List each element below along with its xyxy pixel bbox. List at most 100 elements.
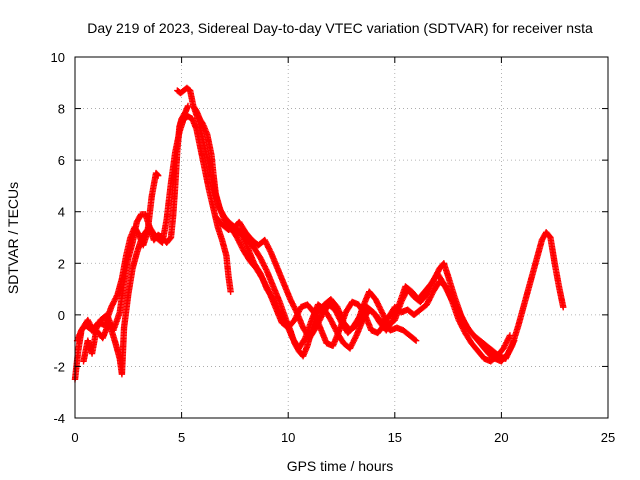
- data-point: [315, 318, 322, 326]
- data-point: [327, 316, 335, 324]
- x-tick-label: 10: [281, 430, 295, 445]
- data-point: [328, 318, 335, 325]
- data-point: [380, 311, 387, 319]
- data-point: [426, 295, 433, 303]
- data-point: [508, 341, 516, 349]
- data-point: [262, 239, 270, 247]
- data-point: [501, 343, 508, 351]
- data-point: [560, 303, 567, 311]
- data-point: [503, 339, 510, 346]
- data-point: [261, 263, 268, 270]
- data-point: [263, 241, 271, 248]
- data-point: [235, 237, 242, 244]
- data-point: [88, 323, 95, 331]
- data-point: [265, 244, 272, 251]
- data-point: [506, 347, 513, 354]
- data-point: [443, 286, 450, 293]
- data-point: [349, 339, 357, 346]
- y-axis-label: SDTVAR / TECUs: [5, 182, 21, 294]
- data-point: [506, 333, 513, 341]
- data-point: [236, 240, 244, 247]
- data-point: [257, 256, 265, 263]
- data-point: [505, 335, 512, 342]
- data-point: [329, 321, 337, 328]
- data-point: [113, 293, 120, 301]
- data-point: [454, 305, 461, 312]
- data-point: [427, 292, 435, 300]
- data-point: [459, 325, 467, 332]
- data-point: [442, 283, 449, 290]
- data-point: [331, 306, 339, 313]
- data-point: [234, 235, 241, 243]
- data-point: [346, 345, 354, 352]
- data-point: [291, 316, 298, 324]
- data-points: [71, 84, 567, 383]
- data-point: [334, 312, 342, 319]
- data-point: [273, 303, 281, 310]
- plot-frame: [74, 56, 609, 419]
- data-point: [458, 313, 465, 321]
- data-point: [440, 280, 448, 288]
- data-point: [233, 234, 241, 241]
- data-point: [333, 309, 340, 316]
- data-point: [379, 310, 386, 317]
- data-point: [334, 310, 341, 318]
- data-point: [425, 298, 432, 305]
- data-point: [331, 323, 338, 331]
- data-point: [270, 296, 277, 303]
- data-point: [444, 287, 451, 295]
- data-point: [503, 338, 511, 345]
- y-tick-label: 10: [51, 50, 65, 65]
- data-point: [375, 303, 383, 310]
- data-point: [274, 304, 281, 312]
- data-point: [378, 307, 385, 315]
- data-point: [351, 336, 358, 343]
- data-point: [336, 316, 344, 323]
- data-point: [313, 323, 320, 330]
- data-point: [266, 246, 273, 254]
- data-point: [347, 343, 354, 351]
- data-point: [110, 298, 118, 305]
- data-point: [271, 299, 278, 306]
- data-point: [351, 335, 359, 342]
- data-point: [275, 306, 282, 313]
- data-point: [262, 264, 269, 272]
- data-point: [258, 257, 266, 265]
- data-point: [454, 306, 462, 314]
- y-tick-label: 6: [58, 153, 65, 168]
- data-point: [508, 343, 515, 350]
- data-point: [507, 344, 514, 352]
- data-point: [237, 241, 244, 248]
- data-point: [335, 313, 342, 321]
- data-point: [287, 297, 295, 305]
- data-point: [95, 321, 102, 328]
- data-point: [330, 322, 337, 329]
- data-point: [504, 336, 511, 343]
- y-tick-label: 8: [58, 102, 65, 117]
- data-point: [262, 238, 269, 245]
- data-point: [501, 342, 509, 349]
- data-point: [316, 315, 324, 323]
- data-point: [288, 299, 295, 306]
- data-point: [412, 337, 420, 344]
- data-point: [453, 303, 460, 311]
- data-point: [238, 244, 246, 251]
- data-point: [457, 312, 465, 319]
- data-point: [264, 242, 271, 250]
- data-point: [108, 303, 115, 311]
- data-point: [86, 319, 93, 327]
- data-point: [332, 326, 340, 334]
- data-point: [374, 300, 381, 307]
- data-point: [352, 333, 359, 341]
- data-point: [336, 315, 343, 322]
- chart-title: Day 219 of 2023, Sidereal Day-to-day VTE…: [87, 20, 593, 36]
- data-point: [260, 262, 268, 269]
- x-axis-label: GPS time / hours: [287, 458, 394, 474]
- data-point: [84, 316, 91, 324]
- data-point: [378, 309, 386, 316]
- data-point: [111, 296, 118, 304]
- data-point: [456, 309, 463, 317]
- data-point: [87, 322, 94, 329]
- data-point: [504, 350, 511, 357]
